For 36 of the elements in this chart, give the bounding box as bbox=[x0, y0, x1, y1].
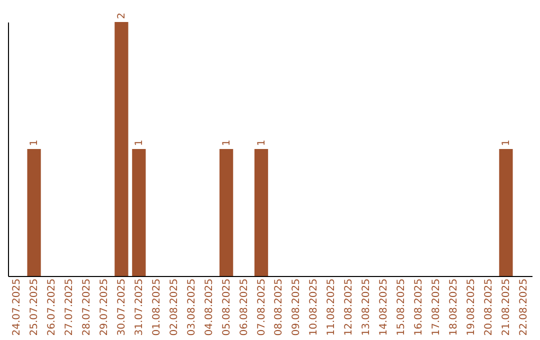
x-tick-label: 25.07.2025 bbox=[29, 278, 40, 336]
x-tick-label: 08.08.2025 bbox=[274, 278, 285, 336]
x-tick-label: 04.08.2025 bbox=[204, 278, 215, 336]
x-tick-label: 27.07.2025 bbox=[64, 278, 75, 336]
x-tick-label: 22.08.2025 bbox=[518, 278, 530, 336]
x-tick-label: 11.08.2025 bbox=[326, 278, 338, 336]
data-label: 1 bbox=[500, 140, 512, 146]
x-tick-label: 19.08.2025 bbox=[466, 278, 477, 336]
x-tick-label: 05.08.2025 bbox=[221, 278, 232, 336]
x-tick-label: 24.07.2025 bbox=[12, 278, 23, 336]
x-tick-label: 17.08.2025 bbox=[431, 278, 442, 336]
x-tick-label: 31.07.2025 bbox=[134, 278, 145, 336]
x-tick-label: 30.07.2025 bbox=[116, 278, 128, 336]
x-tick-label: 14.08.2025 bbox=[378, 278, 390, 336]
x-tick-label: 18.08.2025 bbox=[448, 278, 460, 336]
data-label: 1 bbox=[29, 140, 40, 146]
data-label: 1 bbox=[134, 140, 145, 146]
data-label: 1 bbox=[221, 140, 232, 146]
x-tick-label: 29.07.2025 bbox=[98, 278, 110, 336]
x-tick-label: 28.07.2025 bbox=[81, 278, 92, 336]
x-tick-label: 21.08.2025 bbox=[500, 278, 512, 336]
x-tick-label: 02.08.2025 bbox=[168, 278, 180, 336]
data-label: 1 bbox=[256, 140, 268, 146]
x-tick-label: 16.08.2025 bbox=[414, 278, 425, 336]
x-tick-label: 09.08.2025 bbox=[291, 278, 302, 336]
x-tick-label: 13.08.2025 bbox=[361, 278, 372, 336]
data-label: 2 bbox=[116, 12, 128, 19]
x-tick-label: 12.08.2025 bbox=[344, 278, 355, 336]
x-tick-label: 15.08.2025 bbox=[396, 278, 408, 336]
x-tick-label: 10.08.2025 bbox=[308, 278, 320, 336]
x-tick-label: 03.08.2025 bbox=[186, 278, 198, 336]
x-tick-label: 07.08.2025 bbox=[256, 278, 268, 336]
x-tick-label: 20.08.2025 bbox=[483, 278, 494, 336]
x-tick-label: 06.08.2025 bbox=[238, 278, 250, 336]
x-tick-label: 01.08.2025 bbox=[151, 278, 162, 336]
x-tick-label: 26.07.2025 bbox=[46, 278, 58, 336]
